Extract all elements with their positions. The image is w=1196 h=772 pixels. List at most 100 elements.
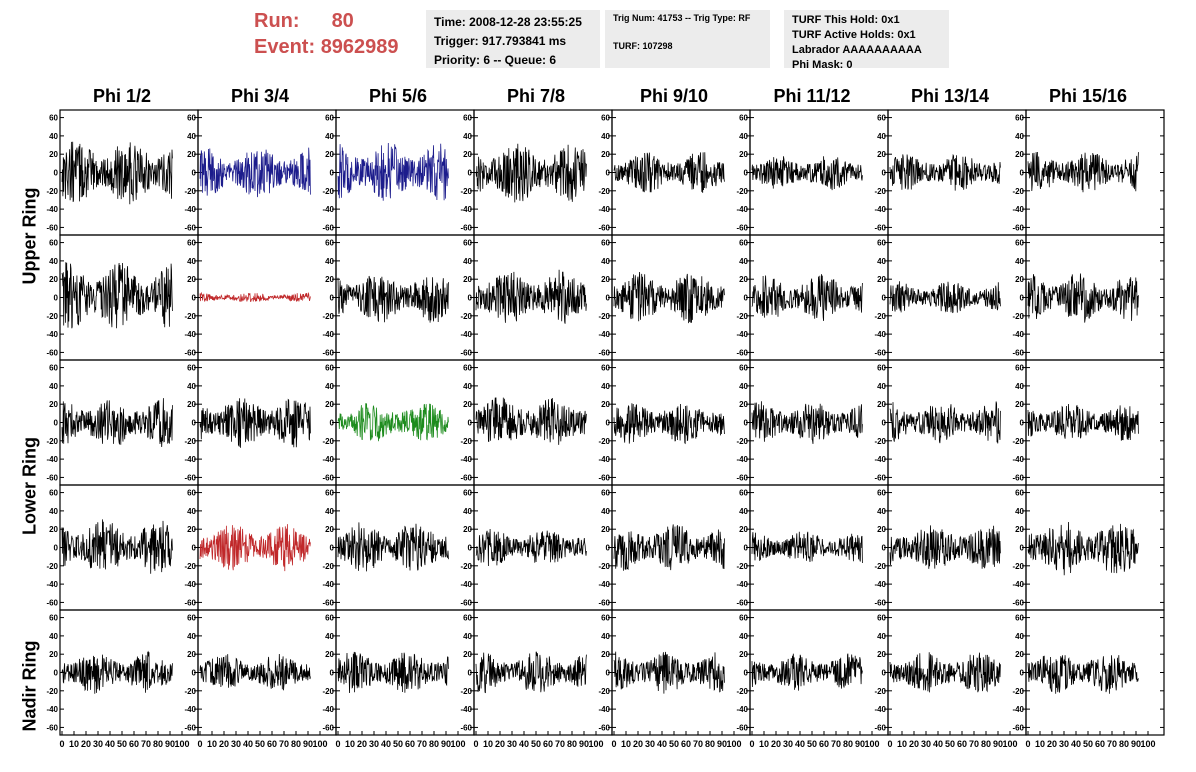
- waveform-trace: [199, 398, 311, 448]
- waveform-trace: [199, 291, 311, 303]
- trig-info-box: Trig Num: 41753 -- Trig Type: RF TURF: 1…: [605, 10, 770, 68]
- x-tick-label: 50: [393, 739, 403, 749]
- y-tick-label: -40: [46, 205, 58, 214]
- y-tick-label: 20: [601, 525, 610, 534]
- y-tick-label: -40: [322, 455, 334, 464]
- waveform-panel: 60 40 20 0 -20 -40 -60: [184, 484, 337, 611]
- waveform-trace: [751, 274, 863, 321]
- y-tick-label: 0: [54, 669, 59, 678]
- waveform-trace: [199, 147, 311, 198]
- y-tick-label: -20: [1012, 187, 1024, 196]
- run-row: Run: 80: [254, 8, 399, 34]
- y-tick-label: 20: [1015, 525, 1024, 534]
- y-tick-label: -40: [598, 205, 610, 214]
- x-tick-label: 30: [231, 739, 241, 749]
- y-tick-label: 20: [325, 525, 334, 534]
- waveform-panel: 60 40 20 0 -20 -40 -60: [598, 234, 751, 361]
- x-tick-label: 20: [771, 739, 781, 749]
- x-tick-label: 100: [450, 739, 465, 749]
- y-tick-label: 40: [739, 132, 748, 141]
- x-tick-label: 50: [945, 739, 955, 749]
- y-tick-label: -60: [46, 723, 58, 732]
- y-tick-label: 60: [463, 114, 472, 123]
- y-tick-label: 60: [49, 614, 58, 623]
- x-tick-label: 80: [429, 739, 439, 749]
- y-tick-label: 20: [739, 150, 748, 159]
- y-tick-label: 20: [325, 275, 334, 284]
- x-tick-label: 100: [1140, 739, 1155, 749]
- y-tick-label: -20: [46, 687, 58, 696]
- y-tick-label: -60: [322, 223, 334, 232]
- y-tick-label: 20: [1015, 150, 1024, 159]
- x-tick-label: 50: [531, 739, 541, 749]
- waveform-panel: 60 40 20 0 -20 -40 -60: [1012, 359, 1165, 486]
- waveform-trace: [889, 153, 1001, 191]
- y-tick-label: -20: [322, 437, 334, 446]
- run-event-block: Run: 80 Event: 8962989: [254, 8, 399, 60]
- y-tick-label: 40: [1015, 507, 1024, 516]
- x-tick-label: 80: [567, 739, 577, 749]
- y-tick-label: 40: [739, 632, 748, 641]
- x-tick-label: 50: [117, 739, 127, 749]
- x-tick-label: 100: [312, 739, 327, 749]
- x-tick-label: 100: [588, 739, 603, 749]
- y-tick-label: -20: [46, 562, 58, 571]
- y-tick-label: -40: [322, 330, 334, 339]
- y-tick-label: 0: [744, 419, 749, 428]
- y-tick-label: -60: [460, 223, 472, 232]
- x-tick-label: 90: [717, 739, 727, 749]
- y-tick-label: -20: [736, 687, 748, 696]
- x-tick-label: 0: [611, 739, 616, 749]
- x-tick-label: 70: [1107, 739, 1117, 749]
- y-tick-label: -20: [46, 312, 58, 321]
- y-tick-label: 0: [882, 419, 887, 428]
- y-tick-label: -20: [598, 187, 610, 196]
- waveform-trace: [337, 142, 449, 201]
- x-tick-label: 0: [197, 739, 202, 749]
- x-tick-label: 90: [579, 739, 589, 749]
- waveform-panel: 60 40 20 0 -20 -40 -60: [874, 359, 1027, 486]
- y-tick-label: 20: [49, 150, 58, 159]
- x-tick-label: 20: [909, 739, 919, 749]
- y-tick-label: 20: [877, 400, 886, 409]
- y-tick-label: -60: [1012, 598, 1024, 607]
- y-tick-label: 20: [463, 275, 472, 284]
- y-tick-label: 0: [606, 544, 611, 553]
- y-tick-label: -20: [322, 687, 334, 696]
- waveform-panel: 60 40 20 0 -20 -40 -60: [874, 484, 1027, 611]
- y-tick-label: -40: [1012, 205, 1024, 214]
- y-tick-label: 0: [192, 169, 197, 178]
- x-tick-label: 50: [1083, 739, 1093, 749]
- x-tick-label: 40: [795, 739, 805, 749]
- x-tick-label: 40: [1071, 739, 1081, 749]
- waveform-panel: 60 40 20 0 -20 -40 -60: [46, 109, 199, 236]
- y-tick-label: 0: [192, 294, 197, 303]
- y-tick-label: 0: [744, 169, 749, 178]
- y-tick-label: 60: [49, 489, 58, 498]
- x-tick-label: 70: [417, 739, 427, 749]
- y-tick-label: -40: [1012, 705, 1024, 714]
- y-tick-label: 40: [187, 257, 196, 266]
- run-value: 80: [331, 10, 354, 32]
- y-tick-label: 20: [187, 150, 196, 159]
- waveform-trace: [613, 651, 725, 694]
- y-tick-label: 60: [49, 114, 58, 123]
- waveform-trace: [1027, 151, 1139, 193]
- y-tick-label: 60: [739, 114, 748, 123]
- y-tick-label: 40: [877, 257, 886, 266]
- y-tick-label: 60: [877, 114, 886, 123]
- y-tick-label: 20: [463, 525, 472, 534]
- waveform-trace: [61, 262, 173, 329]
- y-tick-label: -20: [1012, 687, 1024, 696]
- x-tick-label: 60: [1095, 739, 1105, 749]
- y-tick-label: -60: [322, 723, 334, 732]
- y-tick-label: 40: [877, 507, 886, 516]
- y-tick-label: 0: [468, 544, 473, 553]
- x-tick-label: 60: [957, 739, 967, 749]
- x-tick-label: 0: [1025, 739, 1030, 749]
- x-tick-label: 30: [507, 739, 517, 749]
- y-tick-label: 40: [463, 132, 472, 141]
- x-tick-label: 30: [921, 739, 931, 749]
- x-tick-label: 70: [141, 739, 151, 749]
